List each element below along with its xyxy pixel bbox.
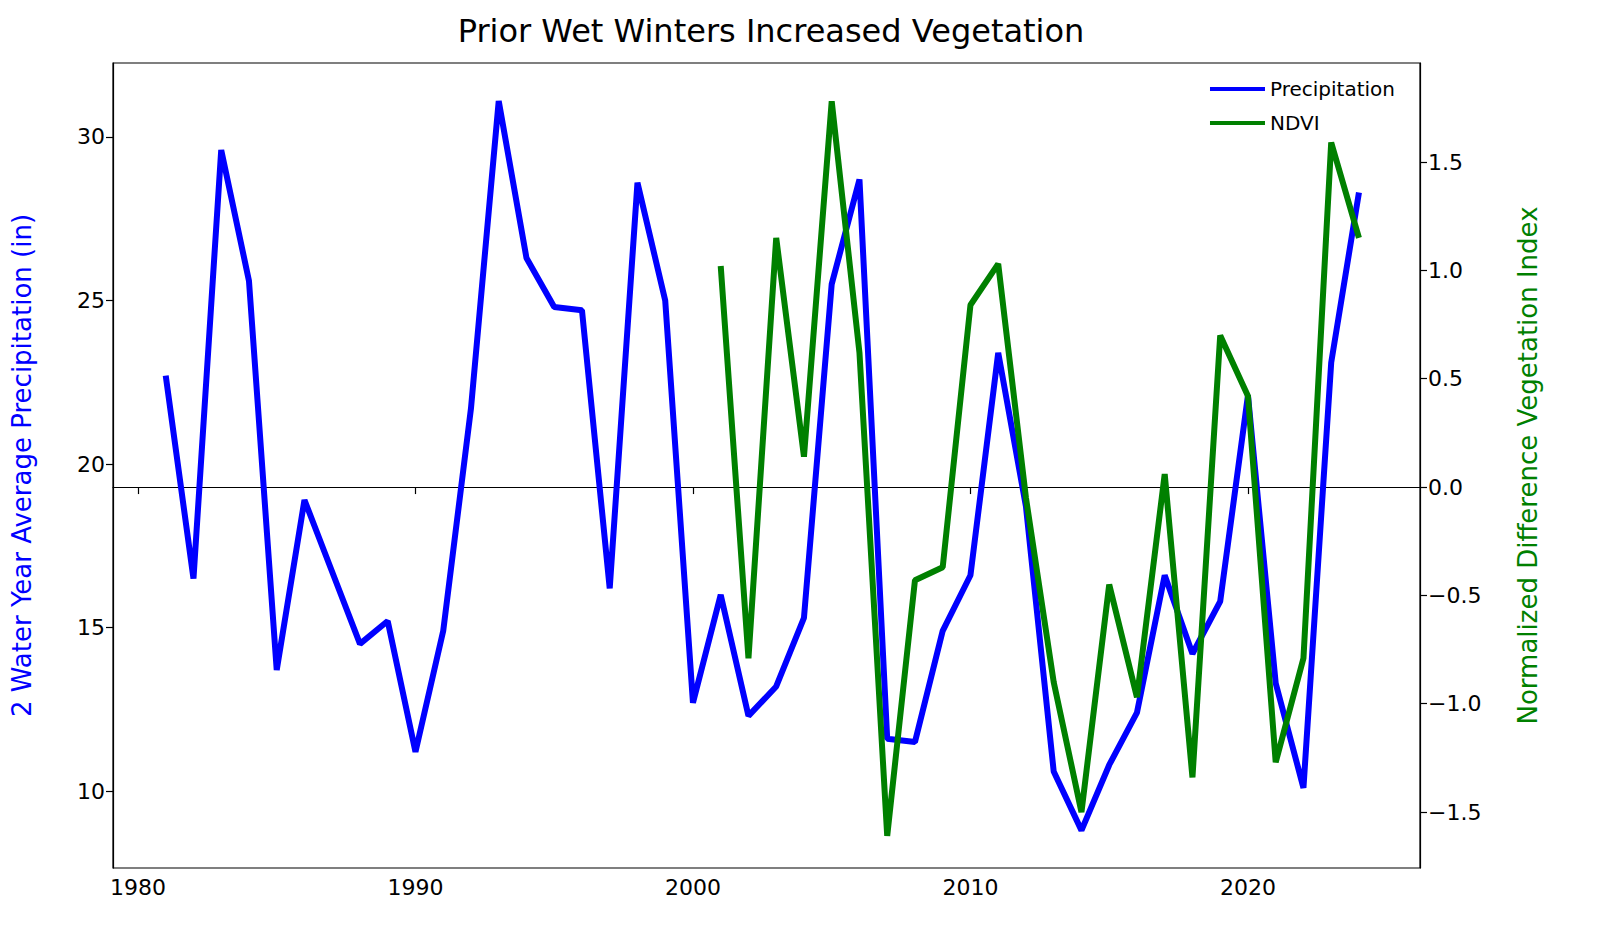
svg-text:NDVI: NDVI [1270, 111, 1320, 135]
svg-text:0.5: 0.5 [1428, 366, 1463, 391]
svg-text:20: 20 [77, 452, 105, 477]
svg-text:0.0: 0.0 [1428, 475, 1463, 500]
svg-text:2000: 2000 [665, 875, 721, 900]
svg-text:−1.5: −1.5 [1428, 800, 1481, 825]
svg-text:2020: 2020 [1220, 875, 1276, 900]
svg-text:1.0: 1.0 [1428, 258, 1463, 283]
svg-text:Precipitation: Precipitation [1270, 77, 1395, 101]
svg-text:1.5: 1.5 [1428, 150, 1463, 175]
svg-text:15: 15 [77, 615, 105, 640]
svg-text:−0.5: −0.5 [1428, 583, 1481, 608]
svg-text:1990: 1990 [387, 875, 443, 900]
svg-text:Prior Wet Winters Increased Ve: Prior Wet Winters Increased Vegetation [458, 12, 1085, 50]
svg-text:2 Water Year Average Precipita: 2 Water Year Average Precipitation (in) [7, 214, 37, 717]
svg-text:30: 30 [77, 124, 105, 149]
svg-text:25: 25 [77, 288, 105, 313]
svg-text:−1.0: −1.0 [1428, 691, 1481, 716]
svg-text:1980: 1980 [110, 875, 166, 900]
svg-text:10: 10 [77, 779, 105, 804]
svg-text:2010: 2010 [942, 875, 998, 900]
svg-text:Normalized Difference Vegetati: Normalized Difference Vegetation Index [1513, 206, 1543, 724]
